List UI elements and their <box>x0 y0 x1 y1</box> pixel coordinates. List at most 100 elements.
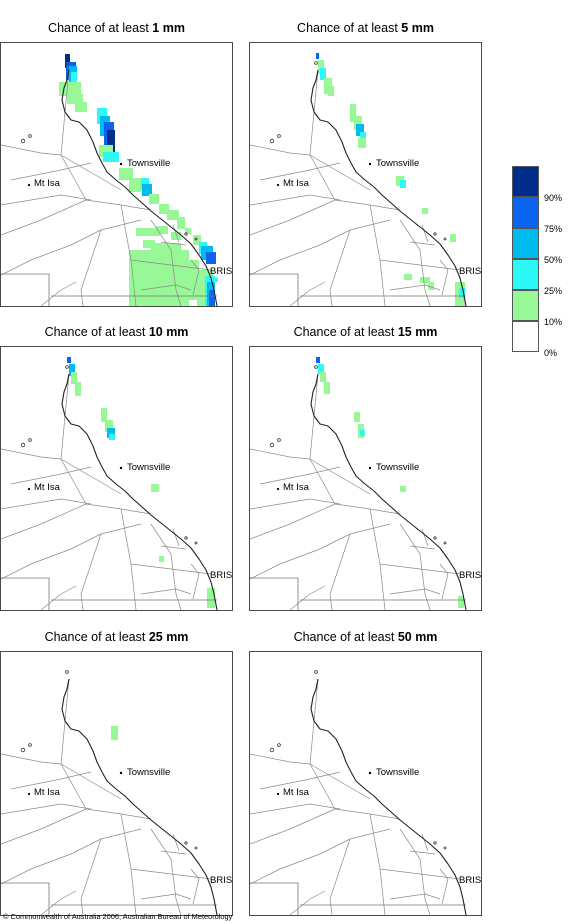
title-amount: 10 mm <box>148 325 189 339</box>
panel-title: Chance of at least 25 mm <box>0 628 233 646</box>
probability-cell <box>422 208 428 214</box>
label-brisbane: BRIS <box>459 875 481 886</box>
mt-isa-marker <box>276 792 280 796</box>
district-boundary <box>250 808 336 845</box>
probability-cell <box>142 184 152 196</box>
district-boundary <box>85 808 152 820</box>
probability-cell <box>107 130 115 152</box>
district-boundary <box>40 890 77 915</box>
district-boundary <box>389 284 441 291</box>
label-brisbane: BRIS <box>210 570 232 581</box>
district-boundary <box>190 563 200 600</box>
probability-cell <box>156 226 168 234</box>
inset-box <box>250 882 299 915</box>
label-townsville: Townsville <box>376 158 419 169</box>
label-mt-isa: Mt Isa <box>34 787 61 798</box>
district-boundary <box>250 144 311 156</box>
label-mt-isa: Mt Isa <box>34 178 61 189</box>
inset-box <box>1 882 50 915</box>
label-townsville: Townsville <box>127 158 170 169</box>
island <box>184 841 188 845</box>
district-boundary <box>1 523 142 580</box>
district-boundary <box>259 466 341 485</box>
title-amount: 1 mm <box>152 21 185 35</box>
island <box>269 442 275 448</box>
probability-cell <box>354 116 362 130</box>
district-boundary <box>10 162 92 181</box>
district-boundary <box>85 503 152 515</box>
probability-cell <box>207 588 215 608</box>
map-frame: Townsville Mt Isa BRIS <box>0 346 233 611</box>
title-prefix: Chance of at least <box>293 630 398 644</box>
probability-cell <box>209 290 215 306</box>
townsville-marker <box>119 162 123 166</box>
queensland-map: Townsville Mt Isa BRIS <box>250 670 481 915</box>
probability-cell <box>149 194 159 204</box>
island <box>277 438 281 442</box>
probability-cell <box>320 372 326 382</box>
district-boundary <box>140 284 192 291</box>
townsville-marker <box>368 162 372 166</box>
island <box>269 138 275 144</box>
map-frame: Townsville Mt Isa BRIS <box>249 651 482 916</box>
district-boundary <box>1 828 142 885</box>
probability-cell <box>318 364 324 374</box>
panel-title: Chance of at least 5 mm <box>249 19 482 37</box>
district-boundary <box>289 890 326 915</box>
coastline <box>61 69 218 306</box>
map-frame: Townsville Mt Isa BRIS <box>0 651 233 916</box>
probability-cell <box>129 250 189 306</box>
probability-cell <box>324 382 330 394</box>
probability-cell <box>400 180 406 188</box>
district-boundary <box>1 498 92 510</box>
district-boundary <box>1 199 87 236</box>
probability-cell <box>103 152 119 162</box>
district-boundary <box>439 868 449 905</box>
district-boundary <box>409 850 436 855</box>
probability-cell <box>400 486 406 492</box>
queensland-map: Townsville Mt Isa BRIS <box>250 53 481 306</box>
island <box>433 841 437 845</box>
label-townsville: Townsville <box>127 462 170 473</box>
district-boundary <box>334 199 401 211</box>
probability-cell <box>159 556 164 562</box>
district-boundary <box>130 868 212 880</box>
district-boundary <box>160 545 187 550</box>
probability-cell <box>171 232 181 240</box>
district-boundary <box>309 154 371 191</box>
coastline <box>61 373 218 610</box>
probability-cell <box>143 240 155 248</box>
inset-box <box>1 577 50 610</box>
queensland-map: Townsville Mt Isa BRIS <box>1 670 232 915</box>
mt-isa-marker <box>276 183 280 187</box>
probability-cell <box>404 274 412 280</box>
probability-cell <box>159 204 169 214</box>
district-boundary <box>160 850 187 855</box>
probability-cell <box>75 102 87 112</box>
island <box>28 743 32 747</box>
district-boundary <box>80 838 102 915</box>
probability-cell <box>450 234 456 242</box>
probability-cell <box>105 420 113 432</box>
district-boundary <box>172 833 180 852</box>
district-boundary <box>389 893 441 900</box>
district-boundary <box>160 241 187 246</box>
label-townsville: Townsville <box>376 767 419 778</box>
island <box>20 138 26 144</box>
title-amount: 50 mm <box>397 630 438 644</box>
panel-title: Chance of at least 1 mm <box>0 19 233 37</box>
mt-isa-marker <box>27 183 31 187</box>
inset-box <box>1 273 50 306</box>
label-brisbane: BRIS <box>459 266 481 277</box>
district-boundary <box>1 194 92 206</box>
label-brisbane: BRIS <box>210 266 232 277</box>
district-boundary <box>130 563 212 575</box>
label-townsville: Townsville <box>127 767 170 778</box>
probability-cell <box>119 168 133 180</box>
probability-cell <box>420 277 430 283</box>
probability-cell <box>320 68 326 80</box>
district-boundary <box>60 154 87 201</box>
label-brisbane: BRIS <box>459 570 481 581</box>
district-boundary <box>190 259 200 296</box>
district-boundary <box>289 585 326 610</box>
